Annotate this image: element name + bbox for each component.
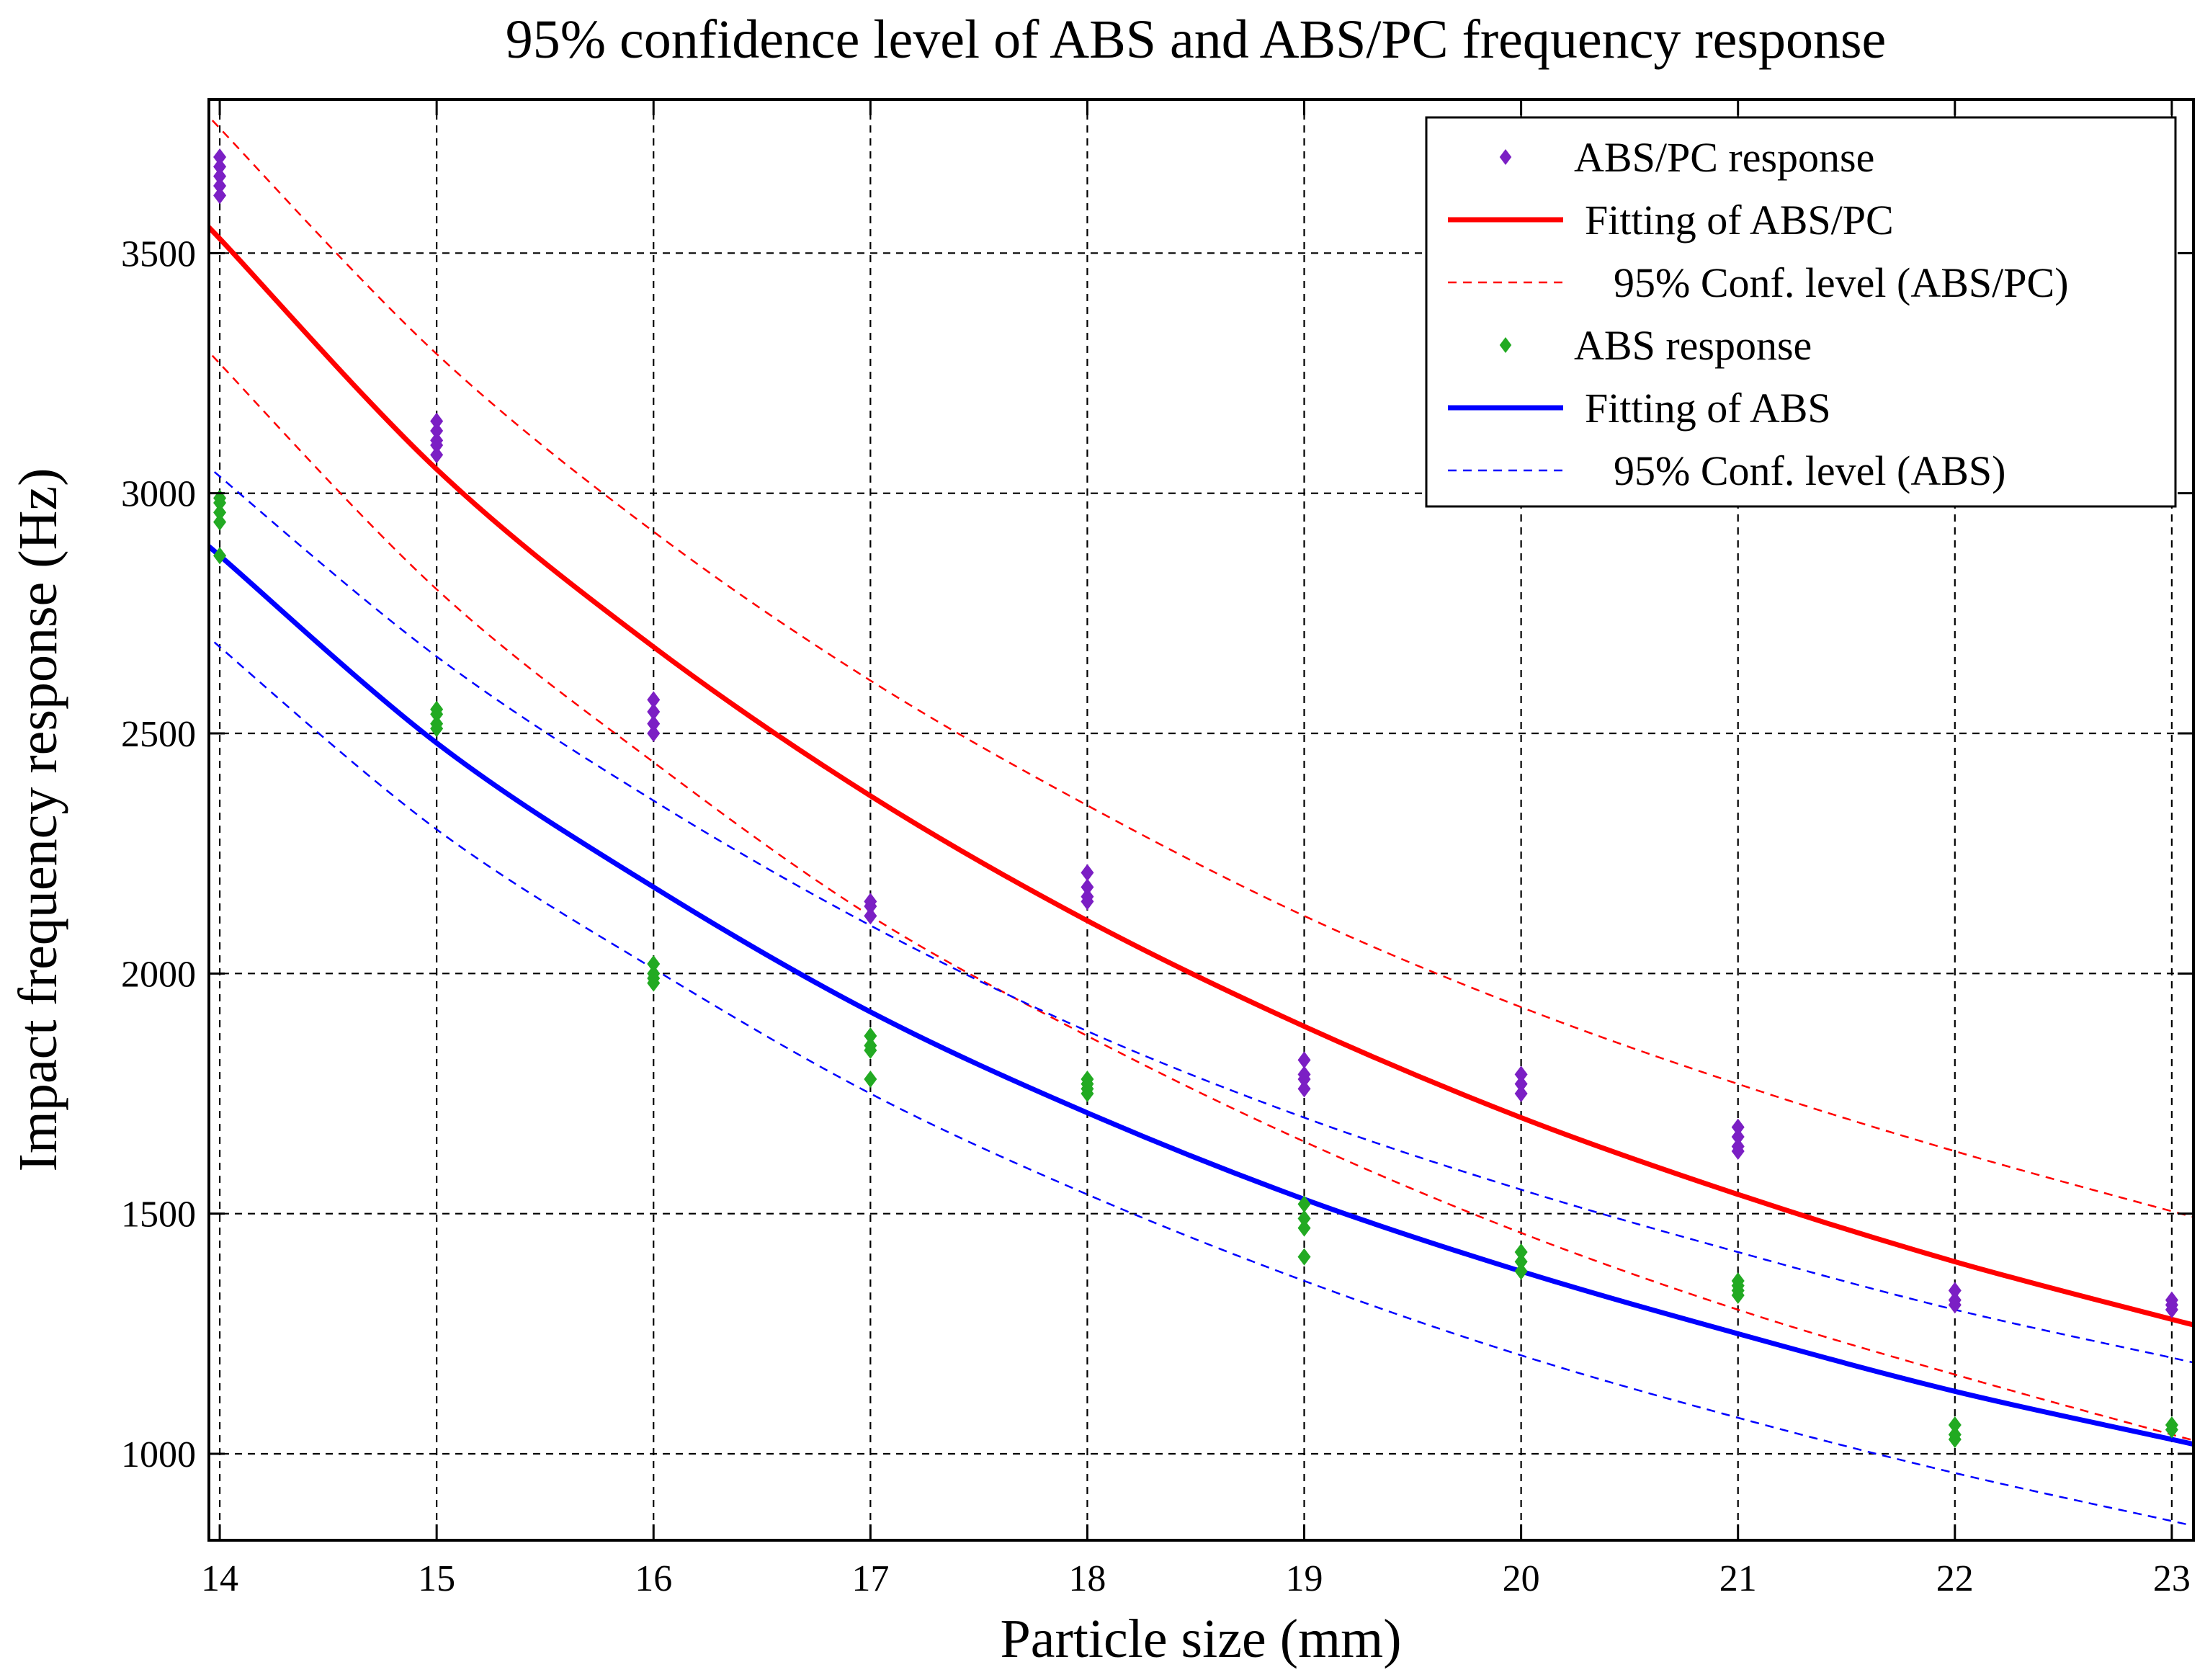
abs-pc-response-point — [1297, 1071, 1311, 1088]
abs-pc-response-point — [2165, 1291, 2178, 1309]
y-tick-label: 2500 — [121, 714, 196, 755]
abs-response-point — [1514, 1243, 1528, 1261]
x-axis-label: Particle size (mm) — [1000, 1609, 1401, 1669]
abs-pc-response-point — [430, 422, 444, 439]
abs-pc-response-point — [647, 691, 661, 709]
fitting-of-abs-pc-line — [209, 223, 2193, 1328]
abs-response-point — [864, 1027, 877, 1045]
x-tick-label: 17 — [851, 1558, 889, 1599]
legend-label: 95% Conf. level (ABS) — [1614, 447, 2006, 494]
abs-response-point — [213, 547, 227, 565]
x-tick-label: 22 — [1936, 1558, 1974, 1599]
x-tick-label: 15 — [418, 1558, 455, 1599]
95-conf-level-abs-lower-line — [209, 631, 2193, 1527]
abs-pc-response-point — [430, 446, 444, 464]
legend-label: Fitting of ABS/PC — [1585, 197, 1894, 243]
95-conf-level-abs-pc-lower-line — [209, 346, 2193, 1442]
abs-pc-response-point — [1948, 1282, 1962, 1300]
abs-response-point — [1514, 1253, 1528, 1271]
abs-pc-response-point — [1297, 1080, 1311, 1098]
abs-response-point — [2165, 1416, 2178, 1434]
abs-response-point — [213, 513, 227, 531]
legend-label: ABS/PC response — [1574, 134, 1874, 181]
abs-response-point — [1297, 1195, 1311, 1213]
abs-pc-response-point — [864, 893, 877, 911]
x-tick-label: 20 — [1503, 1558, 1540, 1599]
y-tick-label: 3000 — [121, 474, 196, 515]
x-tick-label: 14 — [201, 1558, 238, 1599]
abs-pc-response-point — [213, 177, 227, 195]
x-tick-label: 19 — [1286, 1558, 1323, 1599]
abs-response-point — [1948, 1426, 1962, 1444]
abs-response-point — [1297, 1219, 1311, 1237]
abs-pc-response-point — [1514, 1075, 1528, 1093]
y-axis-label: Impact frequency response (Hz) — [8, 468, 68, 1172]
abs-pc-response-point — [1297, 1051, 1311, 1069]
legend-marker — [1499, 337, 1512, 353]
y-tick-label: 3500 — [121, 233, 196, 274]
abs-pc-response-point — [1731, 1143, 1745, 1160]
abs-pc-response-point — [864, 907, 877, 925]
abs-response-point — [1297, 1248, 1311, 1266]
legend-label: ABS response — [1574, 322, 1812, 369]
95-conf-level-abs-pc-upper-line — [209, 112, 2193, 1218]
95-conf-level-abs-upper-line — [209, 461, 2193, 1364]
abs-pc-response-point — [1514, 1085, 1528, 1102]
abs-response-point — [864, 1071, 877, 1088]
abs-response-point — [1948, 1416, 1962, 1434]
legend-marker — [1499, 149, 1512, 165]
abs-response-point — [1081, 1075, 1094, 1093]
abs-pc-response-point — [647, 725, 661, 742]
curves — [209, 112, 2193, 1527]
abs-pc-response-point — [213, 158, 227, 176]
abs-pc-response-point — [2165, 1301, 2178, 1318]
legend-label: Fitting of ABS — [1585, 385, 1831, 432]
abs-pc-response-point — [1731, 1118, 1745, 1136]
abs-pc-response-point — [647, 715, 661, 733]
abs-pc-response-point — [1948, 1296, 1962, 1314]
abs-response-point — [647, 965, 661, 983]
abs-response-point — [1297, 1210, 1311, 1228]
abs-pc-response-point — [1514, 1065, 1528, 1083]
abs-response-point — [213, 504, 227, 522]
legend: ABS/PC response Fitting of ABS/PC 95% Conf… — [1425, 116, 2177, 508]
abs-pc-response-point — [213, 167, 227, 185]
chart-title: 95% confidence level of ABS and ABS/PC f… — [506, 9, 1887, 70]
legend-label: 95% Conf. level (ABS/PC) — [1614, 259, 2069, 306]
abs-response-point — [1731, 1277, 1745, 1295]
fitting-of-abs-line — [209, 543, 2193, 1447]
data-points — [213, 148, 2178, 1448]
abs-pc-response-point — [1081, 878, 1094, 896]
x-tick-label: 18 — [1068, 1558, 1106, 1599]
abs-pc-response-point — [430, 437, 444, 454]
abs-response-point — [1514, 1262, 1528, 1280]
abs-pc-response-point — [213, 187, 227, 205]
y-tick-label: 1500 — [121, 1194, 196, 1236]
x-tick-label: 23 — [2153, 1558, 2191, 1599]
abs-pc-response-point — [430, 412, 444, 430]
abs-pc-response-point — [1731, 1128, 1745, 1145]
grid — [209, 99, 2193, 1540]
y-tick-label: 2000 — [121, 954, 196, 995]
axis-ticks: 14 15 16 17 18 19 20 21 22 23 1000 1500 2000 2500 3000… — [121, 99, 2193, 1599]
abs-pc-response-point — [647, 703, 661, 720]
legend-box — [1425, 116, 2177, 508]
abs-response-point — [864, 1037, 877, 1055]
abs-pc-response-point — [1081, 893, 1094, 911]
abs-response-point — [647, 974, 661, 992]
abs-pc-response-point — [213, 148, 227, 166]
abs-response-point — [430, 700, 444, 718]
y-tick-label: 1000 — [121, 1434, 196, 1475]
x-tick-label: 16 — [635, 1558, 672, 1599]
abs-response-point — [647, 955, 661, 973]
abs-response-point — [430, 720, 444, 738]
plot-frame — [207, 98, 2195, 1542]
x-tick-label: 21 — [1719, 1558, 1757, 1599]
abs-pc-response-point — [1081, 864, 1094, 882]
